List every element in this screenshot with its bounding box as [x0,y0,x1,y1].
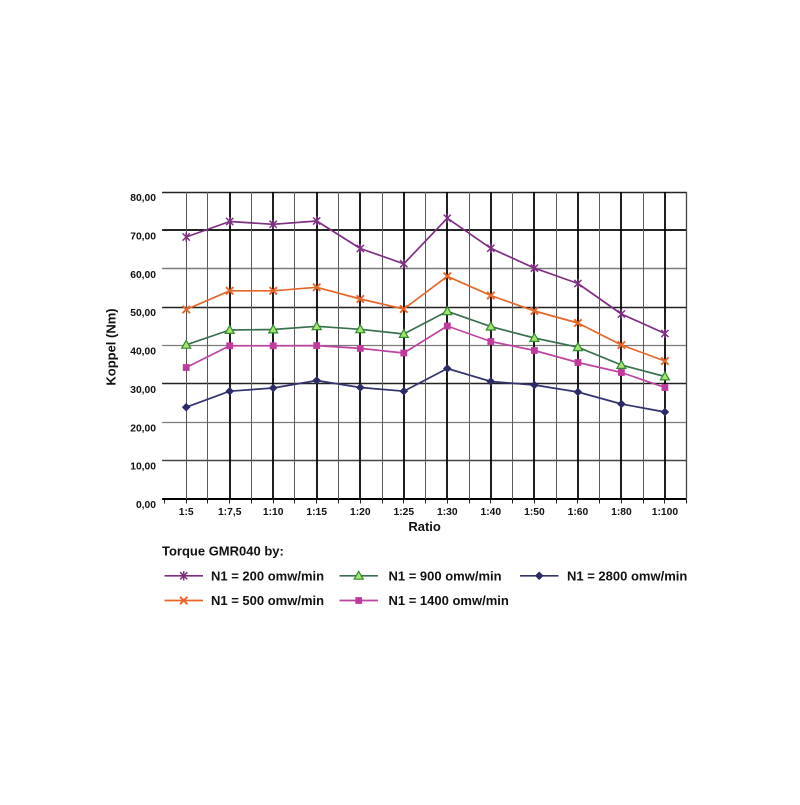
svg-text:Ratio: Ratio [408,519,441,534]
svg-text:N1 = 900 omw/min: N1 = 900 omw/min [389,569,502,584]
svg-text:1:60: 1:60 [568,507,589,518]
svg-text:30,00: 30,00 [130,385,156,396]
svg-text:0,00: 0,00 [136,500,156,511]
svg-text:60,00: 60,00 [130,270,156,281]
svg-text:N1 = 2800 omw/min: N1 = 2800 omw/min [567,569,687,584]
svg-text:1:40: 1:40 [480,507,501,518]
svg-text:1:25: 1:25 [393,507,414,518]
svg-text:1:7,5: 1:7,5 [218,507,242,518]
svg-text:1:100: 1:100 [652,507,679,518]
svg-text:1:50: 1:50 [524,507,545,518]
svg-text:N1 = 500 omw/min: N1 = 500 omw/min [211,593,324,608]
svg-text:10,00: 10,00 [130,462,156,473]
svg-text:1:20: 1:20 [350,507,371,518]
svg-text:1:10: 1:10 [263,507,284,518]
svg-text:50,00: 50,00 [130,308,156,319]
svg-text:N1 = 1400 omw/min: N1 = 1400 omw/min [389,593,509,608]
svg-text:1:80: 1:80 [611,507,632,518]
svg-text:70,00: 70,00 [130,232,156,243]
svg-text:1:30: 1:30 [437,507,458,518]
svg-text:20,00: 20,00 [130,423,156,434]
svg-text:80,00: 80,00 [130,193,156,204]
svg-text:N1 = 200 omw/min: N1 = 200 omw/min [211,569,324,584]
svg-text:1:15: 1:15 [306,507,327,518]
svg-text:1:5: 1:5 [179,507,194,518]
svg-text:40,00: 40,00 [130,347,156,358]
svg-text:Koppel (Nm): Koppel (Nm) [104,308,119,385]
svg-text:Torque GMR040 by:: Torque GMR040 by: [162,543,284,558]
